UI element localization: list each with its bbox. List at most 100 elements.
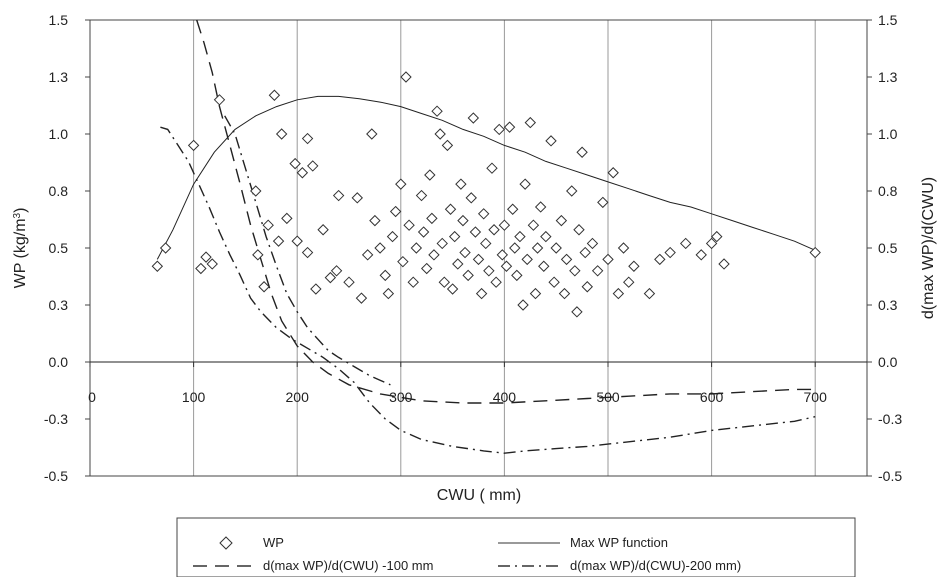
wp-data-point (159, 242, 172, 254)
wp-data-point (480, 237, 492, 250)
wp-data-point (457, 214, 469, 227)
wp-data-point (612, 287, 625, 300)
wp-data-point (503, 121, 516, 133)
left-tick-label: 1.5 (49, 12, 69, 28)
wp-data-point (477, 208, 490, 220)
legend-label-max-wp: Max WP function (570, 535, 668, 550)
legend-diamond-marker (219, 536, 233, 550)
wp-data-point (809, 246, 821, 259)
wp-data-point (506, 203, 519, 215)
wp-data-point (332, 189, 345, 202)
wp-data-point (628, 260, 640, 272)
wp-data-point (410, 242, 423, 254)
wp-data-point (301, 246, 314, 259)
wp-data-point (415, 189, 428, 202)
wp-data-point (488, 224, 500, 236)
wp-data-point (517, 299, 529, 311)
wp-data-point (355, 292, 368, 304)
wp-data-point (275, 128, 288, 140)
legend-box (176, 517, 856, 577)
grid-lines (193, 20, 816, 476)
wp-data-point (307, 160, 319, 172)
wp-data-point (291, 235, 303, 247)
wp-data-point (581, 281, 593, 293)
right-tick-label: 1.5 (878, 12, 898, 28)
wp-data-point (566, 185, 578, 197)
wp-data-point (366, 128, 378, 140)
wp-data-point (395, 178, 407, 190)
wp-data-point (438, 276, 451, 288)
wp-data-point (448, 230, 461, 243)
wp-data-point (617, 242, 630, 254)
wp-data-point (400, 71, 412, 83)
scatter-points (151, 71, 821, 318)
wp-data-point (664, 246, 676, 259)
wp-data-point (524, 116, 537, 129)
wp-data-point (555, 214, 568, 227)
right-tick-label: 1.3 (878, 69, 898, 85)
plot-area-frame (89, 19, 868, 477)
wp-data-point (424, 169, 436, 181)
x-axis-ticks: 0 100 200 300 400 500 600 700 (88, 362, 827, 405)
left-tick-label: -0.5 (44, 468, 68, 484)
wp-data-point (576, 146, 588, 158)
wp-data-point (586, 237, 599, 250)
wp-data-point (602, 253, 614, 266)
wp-data-point (281, 212, 293, 225)
wp-data-point (452, 258, 464, 270)
wp-data-point (455, 178, 467, 190)
wp-data-point (569, 265, 581, 277)
right-tick-label: 0.5 (878, 240, 898, 256)
x-tick-label: 300 (389, 389, 413, 405)
x-tick-label: 700 (804, 389, 828, 405)
wp-data-point (420, 262, 433, 275)
wp-data-point (436, 237, 448, 250)
y-axis-title: WP (kg/m3) (12, 208, 30, 289)
wp-data-point (441, 139, 454, 152)
wp-data-point (213, 94, 226, 106)
y2-axis-title: d(max WP)/d(CWU) (920, 177, 937, 319)
wp-data-point (514, 230, 526, 243)
wp-data-point (361, 249, 374, 261)
wp-data-point (511, 269, 523, 282)
wp-data-point (540, 230, 552, 243)
wp-data-point (252, 249, 264, 261)
wp-data-point (407, 276, 419, 288)
wp-data-point (548, 276, 560, 288)
left-tick-label: 0.3 (49, 297, 69, 313)
wp-data-point (200, 251, 212, 263)
right-tick-label: 0.0 (878, 354, 898, 370)
wp-data-point (351, 192, 363, 204)
right-axis-ticks: -0.5 -0.3 0.0 0.3 0.5 0.8 1.0 1.3 1.5 (867, 12, 902, 484)
wp-data-point (317, 224, 329, 236)
wp-data-point (560, 253, 573, 266)
wp-data-point (459, 246, 471, 259)
wp-data-point (195, 262, 207, 275)
wp-data-point (386, 230, 399, 243)
wp-data-point (472, 253, 485, 266)
wp-data-point (705, 237, 718, 250)
wp-data-point (571, 306, 583, 318)
right-tick-label: -0.3 (878, 411, 902, 427)
wp-data-point (500, 260, 513, 272)
wp-data-point (431, 105, 443, 117)
wp-data-point (465, 192, 477, 204)
wp-data-point (711, 230, 723, 243)
left-tick-label: 0.0 (49, 354, 69, 370)
wp-data-point (343, 276, 355, 288)
x-axis-title: CWU ( mm) (437, 487, 521, 504)
x-tick-label: 0 (88, 389, 96, 405)
x-tick-label: 200 (286, 389, 310, 405)
wp-data-point (403, 219, 415, 231)
wp-data-point (469, 226, 482, 238)
wp-data-point (389, 205, 402, 218)
wp-data-point (558, 287, 571, 300)
left-tick-label: 0.8 (49, 183, 69, 199)
wp-data-point (206, 258, 218, 270)
series-line-dash-dot (160, 126, 816, 454)
wp-data-point (490, 276, 502, 288)
right-tick-label: 1.0 (878, 126, 898, 142)
x-tick-label: 400 (493, 389, 517, 405)
wp-data-point (527, 219, 540, 231)
left-tick-label: 0.5 (49, 240, 69, 256)
